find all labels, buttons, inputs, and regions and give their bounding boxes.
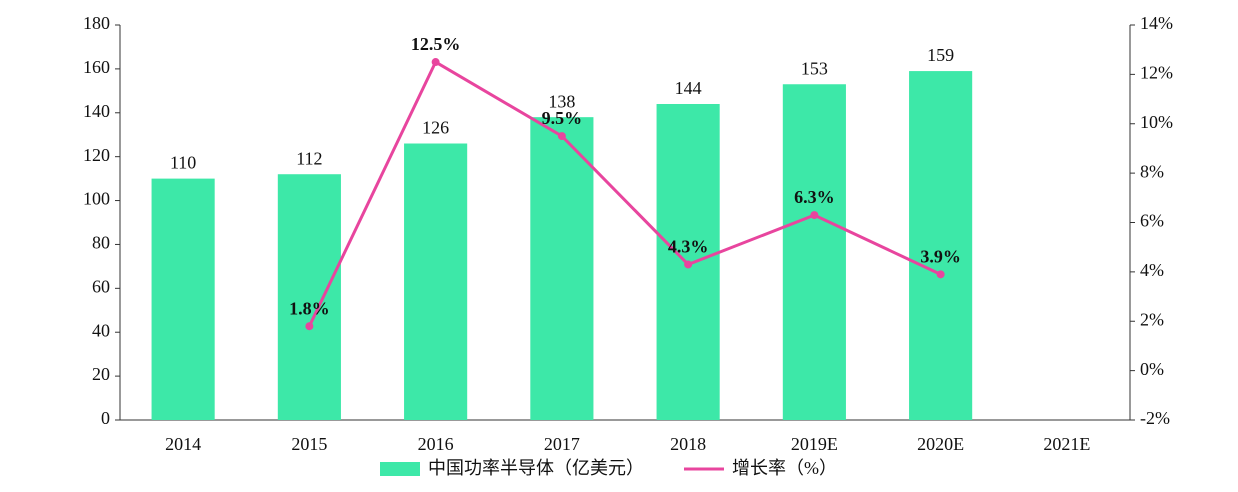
y-tick-label: 80: [92, 233, 110, 253]
line-value-label: 3.9%: [920, 246, 961, 266]
y-tick-label: 120: [83, 145, 110, 165]
y-tick-label: 40: [92, 320, 110, 340]
x-tick-label: 2020E: [917, 434, 964, 454]
x-tick-label: 2015: [291, 434, 327, 454]
y2-tick-label: 12%: [1140, 63, 1173, 83]
bar: [909, 71, 973, 420]
line-value-label: 4.3%: [668, 237, 709, 257]
bar: [277, 174, 341, 420]
line-point: [431, 58, 440, 67]
x-tick-label: 2019E: [791, 434, 838, 454]
legend-label: 中国功率半导体（亿美元）: [428, 458, 644, 478]
y2-tick-label: 8%: [1140, 161, 1164, 181]
line-value-label: 6.3%: [794, 187, 835, 207]
y-tick-label: 140: [83, 101, 110, 121]
y-tick-label: 20: [92, 364, 110, 384]
line-point: [305, 322, 314, 331]
y2-tick-label: 4%: [1140, 260, 1164, 280]
line-point: [936, 270, 945, 279]
bar-value-label: 153: [801, 58, 828, 78]
x-tick-label: 2018: [670, 434, 706, 454]
bar: [151, 178, 215, 420]
x-tick-label: 2017: [544, 434, 580, 454]
y2-tick-label: 2%: [1140, 309, 1164, 329]
line-point: [810, 211, 819, 220]
legend-swatch: [380, 462, 420, 476]
y-tick-label: 180: [83, 13, 110, 33]
y2-tick-label: 10%: [1140, 112, 1173, 132]
x-tick-label: 2014: [165, 434, 201, 454]
line-value-label: 12.5%: [411, 34, 461, 54]
bar: [530, 117, 594, 421]
y-tick-label: 0: [101, 408, 110, 428]
y2-tick-label: -2%: [1140, 408, 1170, 428]
growth-line: [308, 59, 942, 327]
y-tick-label: 100: [83, 189, 110, 209]
bar-value-label: 126: [422, 118, 449, 138]
y2-tick-label: 14%: [1140, 13, 1173, 33]
y2-tick-label: 6%: [1140, 211, 1164, 231]
y2-tick-label: 0%: [1140, 359, 1164, 379]
x-tick-label: 2021E: [1043, 434, 1090, 454]
line-point: [684, 260, 693, 269]
bar-value-label: 159: [927, 45, 954, 65]
bar-value-label: 112: [296, 148, 322, 168]
bar-value-label: 138: [548, 91, 575, 111]
line-point: [557, 132, 566, 141]
bar-value-label: 144: [675, 78, 702, 98]
x-tick-label: 2016: [418, 434, 454, 454]
bar-value-label: 110: [170, 153, 196, 173]
legend-label: 增长率（%）: [732, 458, 837, 478]
line-value-label: 9.5%: [542, 108, 583, 128]
line-value-label: 1.8%: [289, 298, 330, 318]
bar: [782, 84, 846, 420]
bar: [404, 143, 468, 420]
y-tick-label: 60: [92, 276, 110, 296]
y-tick-label: 160: [83, 57, 110, 77]
